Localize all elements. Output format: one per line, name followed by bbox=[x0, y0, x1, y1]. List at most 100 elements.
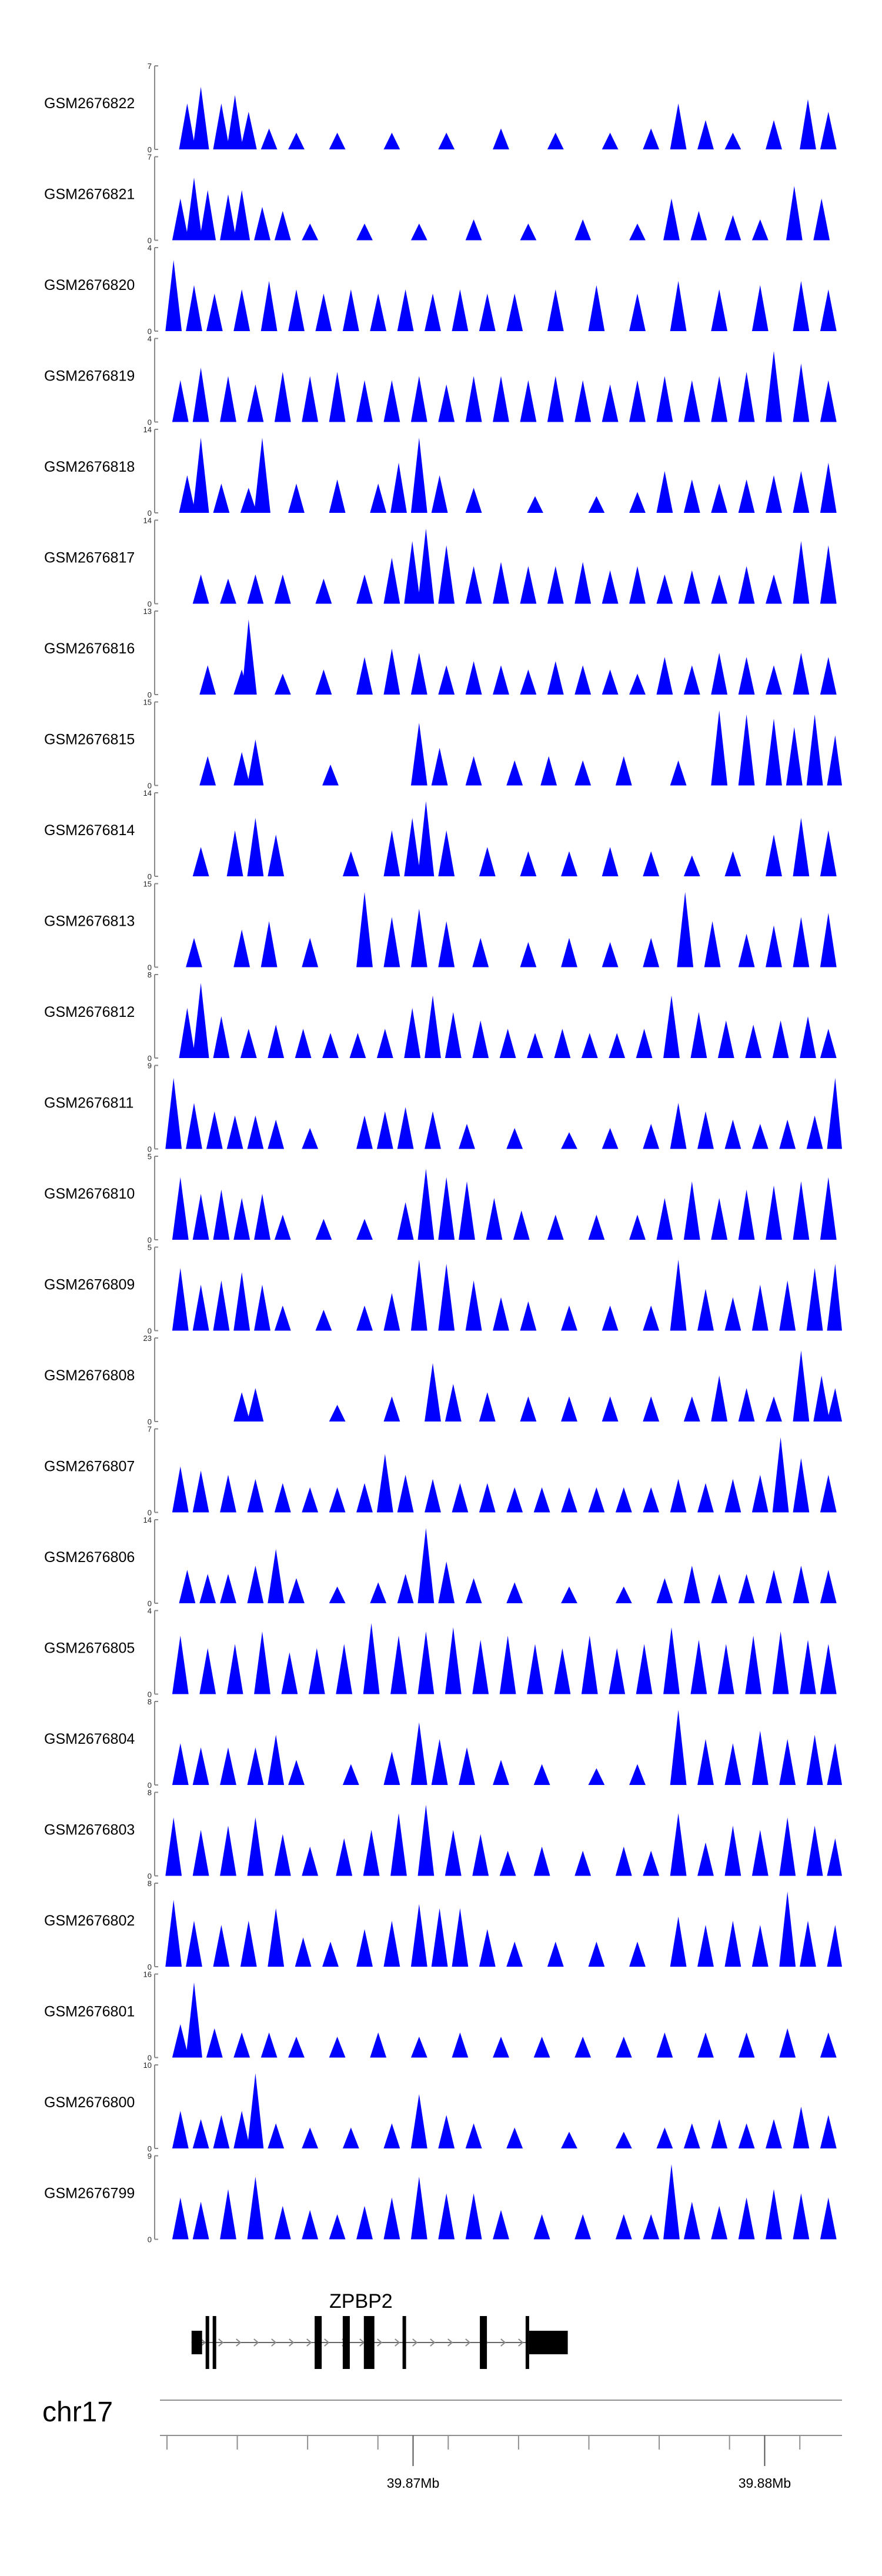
y-tick-label-max: 8 bbox=[148, 1879, 152, 1888]
y-tick-label-max: 13 bbox=[143, 607, 152, 616]
coverage-area bbox=[160, 1437, 842, 1513]
strand-arrow bbox=[430, 2338, 436, 2347]
track-GSM2676811: GSM2676811 9 0 bbox=[44, 1062, 842, 1154]
y-tick-label-max: 9 bbox=[148, 2152, 152, 2161]
gene-exons bbox=[191, 2316, 568, 2369]
coverage-area bbox=[160, 1528, 842, 1603]
y-tick-label-max: 8 bbox=[148, 970, 152, 979]
track-label: GSM2676812 bbox=[44, 1004, 135, 1020]
y-tick-label-max: 8 bbox=[148, 1697, 152, 1706]
track-label: GSM2676816 bbox=[44, 640, 135, 657]
track-label: GSM2676802 bbox=[44, 1913, 135, 1929]
track-label: GSM2676814 bbox=[44, 822, 135, 839]
track-label: GSM2676819 bbox=[44, 368, 135, 385]
y-tick-label-zero: 0 bbox=[148, 1509, 152, 1517]
strand-arrow bbox=[395, 2338, 400, 2347]
track-GSM2676800: GSM2676800 10 0 bbox=[44, 2061, 842, 2153]
y-tick-label-zero: 0 bbox=[148, 1145, 152, 1154]
exon bbox=[402, 2316, 406, 2369]
coverage-tracks: GSM267682270GSM267682170GSM267682040GSM2… bbox=[44, 62, 842, 2244]
y-tick-label-zero: 0 bbox=[148, 1781, 152, 1790]
track-GSM2676814: GSM2676814 14 0 bbox=[44, 789, 842, 881]
track-GSM2676803: GSM2676803 8 0 bbox=[44, 1788, 842, 1881]
coverage-area bbox=[160, 619, 842, 695]
coverage-area bbox=[160, 1804, 842, 1876]
coverage-area bbox=[160, 1259, 842, 1331]
coverage-area bbox=[160, 1077, 842, 1149]
y-tick-label-max: 23 bbox=[143, 1334, 152, 1343]
coverage-area bbox=[160, 892, 842, 967]
track-GSM2676820: GSM2676820 4 0 bbox=[44, 243, 842, 336]
y-tick-label-zero: 0 bbox=[148, 872, 152, 881]
strand-arrow bbox=[447, 2338, 453, 2347]
y-tick-label-max: 14 bbox=[143, 516, 152, 525]
track-GSM2676804: GSM2676804 8 0 bbox=[44, 1697, 842, 1790]
axis-tick-label: 39.88Mb bbox=[739, 2475, 791, 2491]
axis-tick-label: 39.87Mb bbox=[387, 2475, 440, 2491]
genome-axis-ticks: 39.87Mb 39.88Mb bbox=[166, 2435, 801, 2491]
coverage-area bbox=[160, 260, 842, 331]
y-tick-label-zero: 0 bbox=[148, 236, 152, 245]
coverage-area bbox=[160, 86, 842, 149]
track-label: GSM2676821 bbox=[44, 186, 135, 203]
strand-arrow bbox=[201, 2338, 206, 2347]
y-tick-label-max: 7 bbox=[148, 1425, 152, 1434]
y-tick-label-zero: 0 bbox=[148, 1690, 152, 1699]
track-GSM2676822: GSM2676822 7 0 bbox=[44, 62, 842, 154]
track-GSM2676806: GSM2676806 14 0 bbox=[44, 1516, 842, 1608]
y-tick-label-max: 10 bbox=[143, 2061, 152, 2070]
y-tick-label-zero: 0 bbox=[148, 509, 152, 518]
gene-track: ZPBP2 bbox=[191, 2290, 568, 2369]
coverage-area bbox=[160, 2164, 842, 2240]
strand-arrow bbox=[377, 2338, 383, 2347]
track-label: GSM2676801 bbox=[44, 2004, 135, 2020]
track-GSM2676799: GSM2676799 9 0 bbox=[44, 2152, 842, 2244]
coverage-area bbox=[160, 1623, 842, 1694]
exon bbox=[342, 2316, 350, 2369]
track-GSM2676808: GSM2676808 23 0 bbox=[44, 1334, 842, 1426]
track-GSM2676807: GSM2676807 7 0 bbox=[44, 1425, 842, 1517]
y-tick-label-zero: 0 bbox=[148, 1417, 152, 1426]
track-label: GSM2676817 bbox=[44, 550, 135, 566]
coverage-area bbox=[160, 528, 842, 604]
track-label: GSM2676803 bbox=[44, 1822, 135, 1838]
strand-arrow bbox=[465, 2338, 471, 2347]
exon bbox=[480, 2316, 487, 2369]
y-tick-label-zero: 0 bbox=[148, 327, 152, 336]
track-label: GSM2676810 bbox=[44, 1186, 135, 1202]
y-tick-label-zero: 0 bbox=[148, 600, 152, 609]
y-tick-label-max: 5 bbox=[148, 1152, 152, 1161]
track-label: GSM2676822 bbox=[44, 95, 135, 112]
exon bbox=[315, 2316, 322, 2369]
exon bbox=[363, 2316, 375, 2369]
y-tick-label-max: 4 bbox=[148, 1607, 152, 1616]
y-tick-label-max: 7 bbox=[148, 62, 152, 71]
track-label: GSM2676807 bbox=[44, 1459, 135, 1475]
y-tick-label-max: 14 bbox=[143, 1516, 152, 1524]
y-tick-label-max: 15 bbox=[143, 880, 152, 889]
coverage-area bbox=[160, 1710, 842, 1785]
strand-arrow bbox=[324, 2338, 330, 2347]
y-tick-label-zero: 0 bbox=[148, 963, 152, 972]
y-tick-label-max: 8 bbox=[148, 1788, 152, 1797]
track-GSM2676810: GSM2676810 5 0 bbox=[44, 1152, 842, 1244]
coverage-area bbox=[160, 2073, 842, 2148]
y-tick-label-max: 14 bbox=[143, 425, 152, 434]
exon bbox=[191, 2331, 202, 2354]
y-tick-label-max: 16 bbox=[143, 1970, 152, 1979]
exon bbox=[529, 2331, 568, 2354]
track-label: GSM2676800 bbox=[44, 2094, 135, 2111]
y-tick-label-zero: 0 bbox=[148, 782, 152, 790]
gene-label: ZPBP2 bbox=[329, 2290, 393, 2313]
strand-arrow bbox=[500, 2338, 506, 2347]
coverage-area bbox=[160, 983, 842, 1058]
exon bbox=[212, 2316, 216, 2369]
y-tick-label-max: 5 bbox=[148, 1243, 152, 1252]
track-GSM2676815: GSM2676815 15 0 bbox=[44, 698, 842, 790]
strand-arrow bbox=[289, 2338, 295, 2347]
coverage-area bbox=[160, 438, 842, 513]
strand-arrow bbox=[412, 2338, 418, 2347]
y-tick-label-max: 15 bbox=[143, 698, 152, 707]
track-GSM2676805: GSM2676805 4 0 bbox=[44, 1607, 842, 1699]
